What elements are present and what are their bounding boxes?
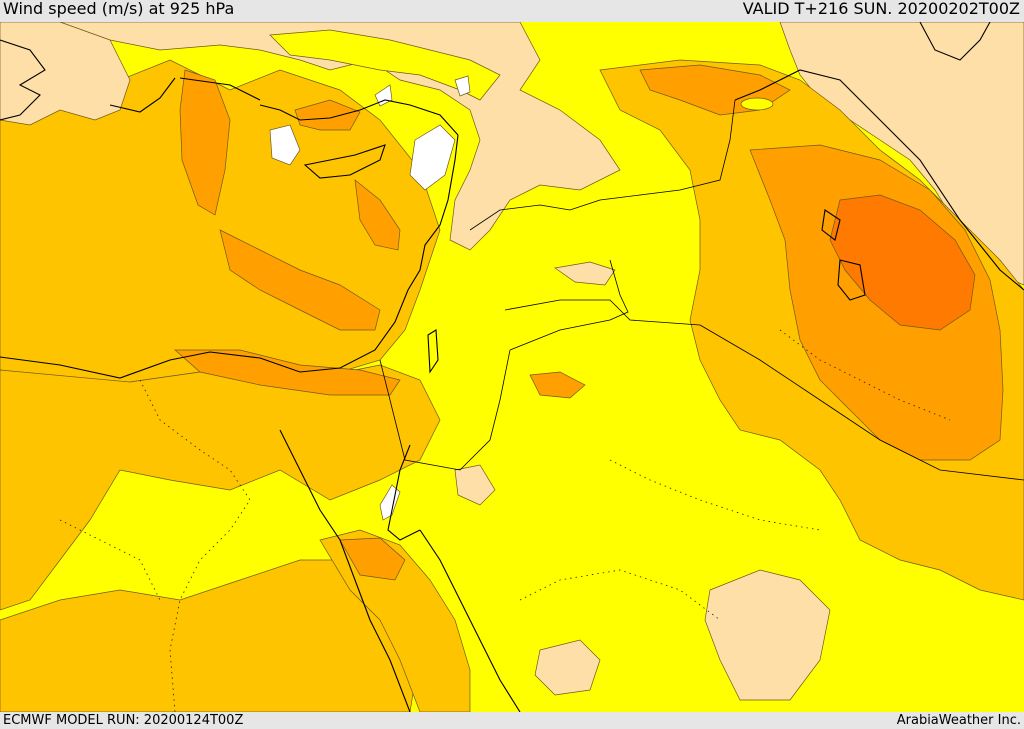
wind-band-calm-1	[409, 124, 456, 191]
wind-speed-field	[0, 22, 1024, 712]
wind-band-very-strong-core	[829, 194, 976, 331]
border-syria-iraq	[599, 99, 736, 201]
wind-band-calm-2	[269, 124, 301, 166]
wind-band-moderate-anatolia	[269, 29, 501, 101]
dotted-isoline-5	[59, 519, 161, 601]
border-iraq-jordan	[504, 299, 701, 326]
coastline-dead-sea	[427, 329, 439, 374]
wind-band-light-aegean	[0, 22, 131, 126]
coastline-arabia-red-sea	[419, 529, 521, 712]
wind-band-moderate-cell-north-iraq	[740, 97, 774, 111]
wind-band-fresh-red-sea	[319, 529, 471, 712]
coastlines	[0, 22, 1024, 712]
wind-band-strong-central-med	[219, 229, 381, 331]
wind-band-light-jordan	[554, 261, 616, 286]
border-turkey-syria	[469, 199, 601, 231]
wind-band-light-arabia-1	[704, 569, 831, 701]
wind-band-light-iran	[779, 22, 1024, 286]
coastline-caspian	[919, 22, 991, 61]
coastline-greece	[0, 39, 46, 121]
wind-band-strong-dead-sea	[529, 371, 586, 399]
coastline-sinai-gulf-east	[387, 444, 421, 541]
valid-time-label: VALID T+216 SUN. 20200202T00Z	[742, 0, 1020, 18]
dotted-isoline-2	[609, 459, 821, 531]
coastline-persian-gulf	[734, 69, 1024, 291]
coastline-aegean	[109, 77, 261, 113]
wind-band-strong-red-sea	[339, 537, 406, 581]
political-borders	[379, 99, 1024, 481]
wind-speed-map	[0, 22, 1024, 712]
map-title: Wind speed (m/s) at 925 hPa	[3, 0, 235, 18]
wind-band-fresh-south-egypt	[0, 559, 421, 712]
dotted-isolines	[59, 329, 951, 712]
wind-band-light-sinai	[454, 464, 496, 506]
coastline-cyprus	[303, 144, 386, 179]
coastline-north-africa	[0, 134, 459, 379]
map-footer: ECMWF MODEL RUN: 20200124T00Z ArabiaWeat…	[0, 712, 1024, 729]
coastline-gulf-islands	[821, 209, 866, 301]
dotted-isoline-4	[779, 329, 951, 421]
wind-band-strong-west-med	[179, 69, 231, 216]
coastline-anatolia	[259, 99, 459, 136]
credit-label: ArabiaWeather Inc.	[896, 713, 1021, 728]
border-iraq-saudi	[699, 324, 1024, 481]
wind-band-strong-north-egypt	[174, 349, 401, 396]
wind-band-strong-aegean	[294, 99, 361, 131]
wind-band-strong-levant-sea	[354, 179, 401, 251]
wind-band-calm-3	[454, 75, 471, 97]
coastline-sinai-gulf-west	[279, 429, 411, 712]
border-egypt-sudan	[379, 349, 511, 471]
model-run-label: ECMWF MODEL RUN: 20200124T00Z	[3, 713, 244, 728]
map-header: Wind speed (m/s) at 925 hPa VALID T+216 …	[0, 0, 1024, 22]
wind-band-light-arabia-2	[534, 639, 601, 696]
border-jordan-saudi	[509, 259, 629, 351]
dotted-isoline-3	[519, 569, 721, 621]
